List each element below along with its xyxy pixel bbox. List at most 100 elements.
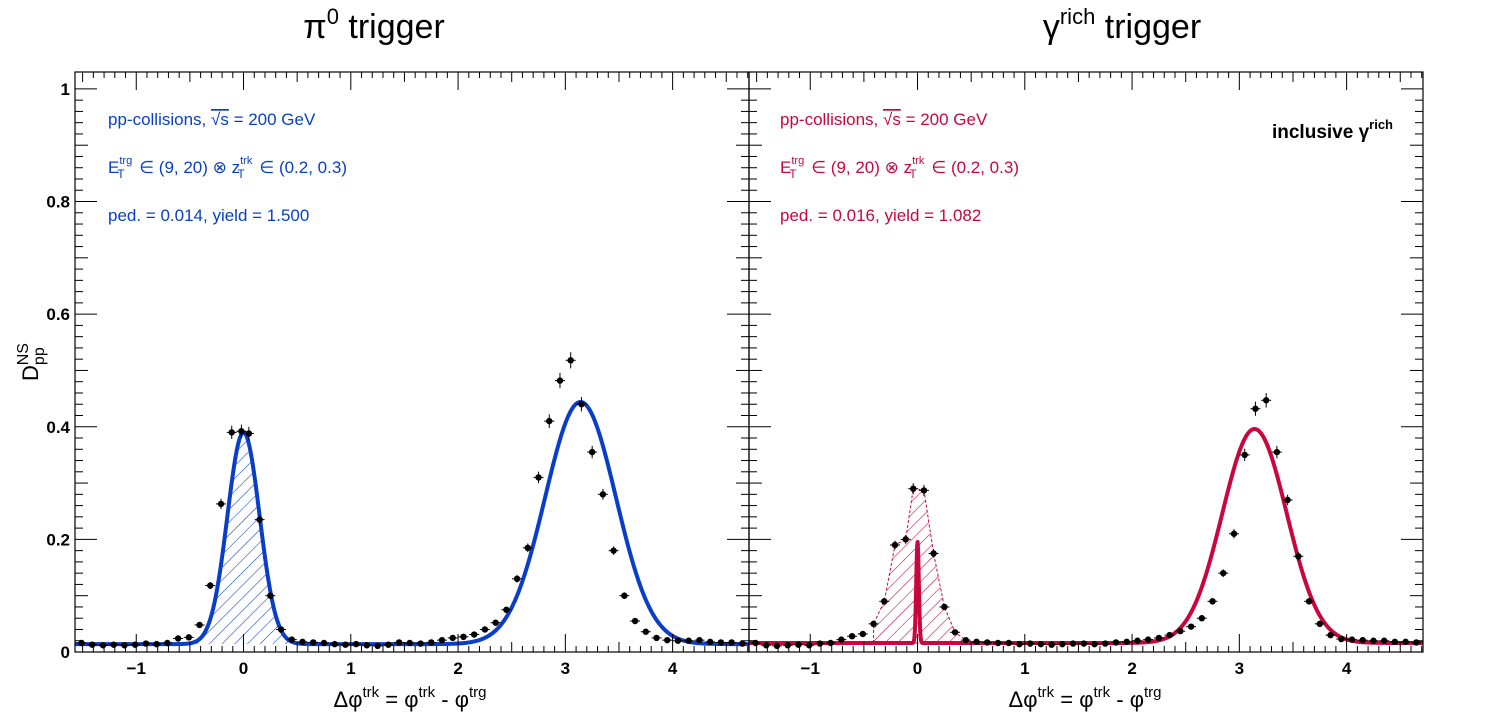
panel-title-gamma-rich: γrich trigger	[1043, 4, 1201, 46]
data-point	[1304, 598, 1315, 605]
data-point	[651, 634, 662, 642]
data-point-marker	[752, 639, 759, 647]
data-point	[308, 639, 319, 646]
data-point	[928, 549, 939, 558]
data-point	[630, 617, 641, 625]
data-point-marker	[299, 638, 306, 646]
data-point	[1057, 640, 1068, 648]
data-point-marker	[1305, 598, 1313, 605]
data-point	[458, 633, 469, 640]
data-point	[286, 636, 297, 643]
data-point-marker	[374, 642, 381, 650]
data-point-marker	[902, 536, 909, 543]
data-point-marker	[984, 639, 991, 646]
data-point-marker	[685, 637, 692, 644]
plot-frame	[748, 71, 1424, 653]
panel-0: −1 0 1 2 3 4 0 0.2 0.4 0.6 0.8 1	[46, 71, 750, 678]
data-point	[522, 543, 533, 553]
data-point	[1164, 631, 1175, 639]
data-point-marker	[310, 639, 317, 646]
data-point	[814, 640, 825, 647]
data-point	[226, 425, 237, 440]
data-point-marker	[739, 640, 746, 647]
data-point-marker	[621, 592, 628, 599]
data-point	[804, 642, 815, 649]
data-point	[276, 626, 287, 633]
data-point	[1379, 637, 1390, 644]
data-point	[554, 372, 565, 389]
y-tick-label: 0.4	[46, 418, 70, 437]
data-point-marker	[805, 642, 813, 649]
x-tick-label: 1	[1020, 659, 1029, 678]
data-point	[772, 642, 782, 650]
x-tick-label: 1	[346, 659, 355, 678]
data-point	[236, 424, 247, 438]
data-point-marker	[941, 603, 948, 611]
data-point-marker	[1102, 640, 1109, 647]
data-point	[782, 642, 793, 649]
data-point	[501, 606, 512, 613]
data-point-marker	[910, 485, 917, 492]
data-point-marker	[706, 638, 714, 646]
data-point	[1293, 552, 1304, 561]
data-point-marker	[664, 636, 671, 644]
data-point-marker	[881, 598, 888, 605]
x-tick-label: 4	[1342, 659, 1352, 678]
annotation-right: pp-collisions, √s = 200 GeV Etrg T ∈ (9, …	[780, 110, 1393, 225]
data-point-marker	[1380, 637, 1388, 644]
data-point	[1121, 638, 1132, 646]
y-axis-title: DppNS	[15, 343, 48, 381]
data-point	[726, 639, 737, 646]
data-point-marker	[962, 636, 969, 644]
data-point-marker	[342, 641, 349, 648]
data-point-marker	[1037, 640, 1045, 648]
data-point	[1325, 631, 1336, 639]
data-point	[297, 638, 308, 646]
data-point-marker	[513, 575, 521, 582]
data-point-marker	[838, 636, 845, 643]
data-point-marker	[267, 592, 274, 599]
data-point	[415, 640, 426, 647]
data-point-marker	[1209, 598, 1216, 605]
data-point	[683, 637, 694, 644]
data-point	[761, 642, 772, 649]
data-point-marker	[795, 641, 802, 648]
data-point	[479, 626, 490, 633]
data-point-marker	[1091, 640, 1098, 648]
data-point-marker	[1059, 640, 1066, 648]
data-point	[1271, 445, 1282, 459]
annotation-left-collisions: pp-collisions, √s = 200 GeV	[108, 110, 316, 129]
data-point-marker	[1295, 553, 1302, 560]
data-point	[1218, 569, 1229, 577]
data-point-marker	[99, 642, 107, 649]
data-point	[1250, 401, 1261, 416]
fit-curve	[749, 427, 1423, 645]
data-point	[404, 639, 415, 647]
data-point-marker	[185, 634, 193, 641]
x-tick-label: −1	[127, 659, 146, 678]
data-point	[1035, 640, 1046, 648]
data-point-marker	[631, 617, 639, 625]
data-point	[1110, 639, 1121, 646]
data-point	[640, 628, 651, 635]
data-point-marker	[385, 641, 392, 648]
data-point-marker	[653, 634, 660, 642]
x-tick-label: 0	[239, 659, 248, 678]
data-point	[318, 639, 329, 647]
data-point-marker	[556, 377, 564, 384]
data-point-marker	[1198, 615, 1206, 622]
data-point	[587, 445, 598, 459]
data-point-marker	[827, 639, 834, 647]
data-point-marker	[89, 641, 96, 648]
data-point-marker	[238, 428, 245, 435]
data-point-marker	[546, 417, 553, 425]
data-point-marker	[142, 640, 150, 647]
data-point-marker	[331, 640, 338, 648]
y-tick-label: 0.8	[46, 193, 70, 212]
data-point	[1228, 529, 1239, 539]
data-point	[265, 592, 276, 600]
data-point	[1068, 640, 1079, 647]
data-point-marker	[1166, 631, 1173, 639]
data-point-marker	[153, 640, 160, 648]
data-point	[1261, 393, 1272, 408]
